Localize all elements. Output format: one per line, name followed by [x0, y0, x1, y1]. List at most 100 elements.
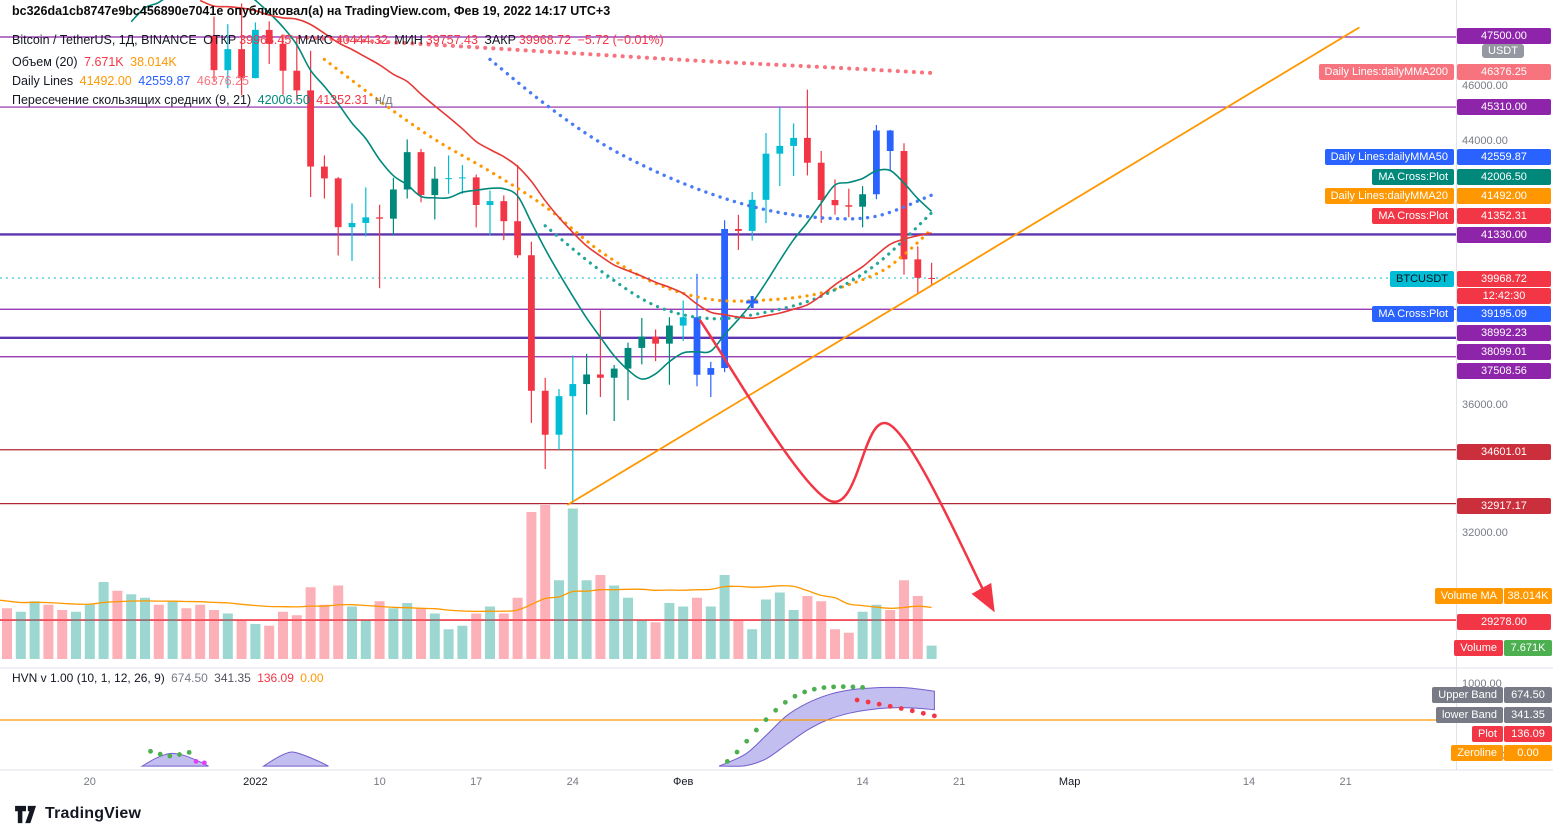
hvn-label[interactable]: HVN v 1.00 (10, 1, 12, 26, 9)	[12, 671, 165, 685]
low-value: 39757.43	[425, 33, 478, 47]
volume-bar	[650, 622, 661, 659]
candle-body	[403, 152, 411, 190]
candle-body	[279, 43, 287, 71]
ma-cross-label[interactable]: Пересечение скользящих средних (9, 21)	[12, 93, 252, 107]
hvn-band	[718, 686, 935, 767]
candle-body	[348, 222, 356, 228]
mma50-dotted-line	[488, 57, 934, 221]
hvn-legend-row[interactable]: HVN v 1.00 (10, 1, 12, 26, 9) 674.50 341…	[12, 671, 327, 685]
candle-body	[431, 178, 439, 196]
volume-bar	[195, 604, 206, 659]
candle-body	[486, 201, 494, 205]
indicator-value-label: 136.09	[1504, 726, 1552, 742]
candle-body	[321, 166, 328, 179]
volume-bar	[319, 604, 330, 659]
green-dots	[186, 750, 192, 755]
green-dots	[177, 752, 182, 757]
ma-layer	[130, 0, 934, 380]
volume-bar	[830, 629, 840, 659]
open-label: ОТКР	[203, 33, 237, 47]
candle-body	[252, 29, 259, 79]
candles-layer	[210, 3, 935, 504]
green-dots	[167, 753, 173, 759]
indicator-name-tag: MA Cross:Plot	[1372, 208, 1454, 224]
volume-bar	[512, 597, 523, 659]
volume-bar	[788, 610, 799, 659]
candle-body	[873, 130, 880, 195]
red-dots	[920, 710, 926, 716]
green-dots	[811, 686, 817, 692]
volume-bar	[140, 597, 150, 659]
tradingview-logo-icon	[15, 805, 36, 824]
candle-body	[928, 278, 935, 280]
time-axis-label: 21	[1339, 776, 1352, 788]
green-dots	[763, 717, 769, 723]
volume-bar	[278, 611, 288, 659]
green-dots	[753, 727, 759, 733]
ma-cross-legend-row[interactable]: Пересечение скользящих средних (9, 21) 4…	[12, 93, 396, 107]
volume-bar	[498, 613, 509, 659]
daily-mma200-value: 46376.25	[196, 74, 250, 88]
volume-bar	[153, 604, 164, 659]
price-level-label: 38992.23	[1457, 325, 1551, 341]
volume-bar	[360, 620, 371, 659]
time-axis-label: 14	[856, 776, 869, 788]
green-dots	[831, 684, 837, 690]
change-value: −5.72 (−0.01%)	[577, 33, 664, 47]
time-axis-label: 20	[83, 776, 96, 788]
candle-body	[238, 49, 245, 79]
indicator-name-tag: Daily Lines:dailyMMA50	[1324, 149, 1454, 165]
indicator-name-tag: Daily Lines:dailyMMA20	[1324, 188, 1454, 204]
ma-cross-slow-value: 41352.31	[316, 93, 369, 107]
price-scale[interactable]: 47500.00 USDT Daily Lines:dailyMMA200 46376…	[0, 0, 1553, 800]
candle-body	[541, 390, 549, 435]
daily-lines-legend-row[interactable]: Daily Lines 41492.00 42559.87 46376.25	[12, 74, 252, 88]
green-dots	[792, 693, 798, 699]
price-axis-label: 46000.00	[1462, 80, 1508, 92]
volume-bar	[15, 611, 26, 659]
indicator-name-tag: Plot	[1472, 726, 1503, 742]
candle-body	[569, 384, 577, 397]
volume-bar	[540, 505, 551, 659]
volume-layer	[0, 505, 937, 659]
volume-bar	[871, 604, 882, 659]
volume-bar	[678, 606, 689, 659]
red-dots	[876, 701, 882, 707]
trendline-drawing[interactable]	[566, 26, 1360, 506]
green-dots	[157, 751, 163, 757]
candle-body	[638, 336, 646, 348]
candle-body	[210, 35, 218, 71]
candle-body	[859, 194, 866, 207]
volume-bar	[692, 597, 702, 659]
daily-lines-label[interactable]: Daily Lines	[12, 74, 74, 88]
symbol-title[interactable]: Bitcoin / TetherUS, 1Д, BINANCE	[12, 33, 197, 47]
hvn-upper-band-value: 674.50	[171, 671, 208, 685]
drawings-layer	[566, 26, 1360, 613]
volume-legend-row[interactable]: Объем (20) 7.671K 38.014K	[12, 55, 180, 69]
volume-bar	[98, 582, 109, 659]
published-byline: bc326da1cb8747e9bc456890e7041e опубликов…	[12, 4, 611, 18]
candle-body	[624, 347, 632, 369]
candle-body	[583, 374, 590, 385]
indicator-name-tag: Volume	[1454, 640, 1503, 656]
price-level-label: 34601.01	[1457, 444, 1551, 460]
volume-bar	[843, 632, 854, 659]
volume-bar	[126, 594, 137, 659]
candle-body	[652, 336, 659, 344]
arrow-drawing[interactable]	[698, 319, 995, 613]
price-axis-label: 36000.00	[1462, 399, 1508, 411]
symbol-tag: BTCUSDT	[1390, 271, 1454, 287]
volume-bar	[416, 608, 426, 659]
time-axis-label: 17	[470, 776, 483, 788]
time-axis-label: 24	[566, 776, 579, 788]
volume-indicator-label[interactable]: Объем (20)	[12, 55, 78, 69]
candle-body	[610, 368, 618, 378]
volume-current-value: 7.671K	[84, 55, 124, 69]
price-level-label: 38099.01	[1457, 344, 1551, 360]
symbol-legend-row[interactable]: Bitcoin / TetherUS, 1Д, BINANCE ОТКР 3996…	[12, 33, 667, 47]
ma21-line	[199, 0, 932, 320]
footer-brand[interactable]: TradingView	[14, 804, 141, 824]
ma-cross-na-value: н/д	[374, 93, 393, 107]
